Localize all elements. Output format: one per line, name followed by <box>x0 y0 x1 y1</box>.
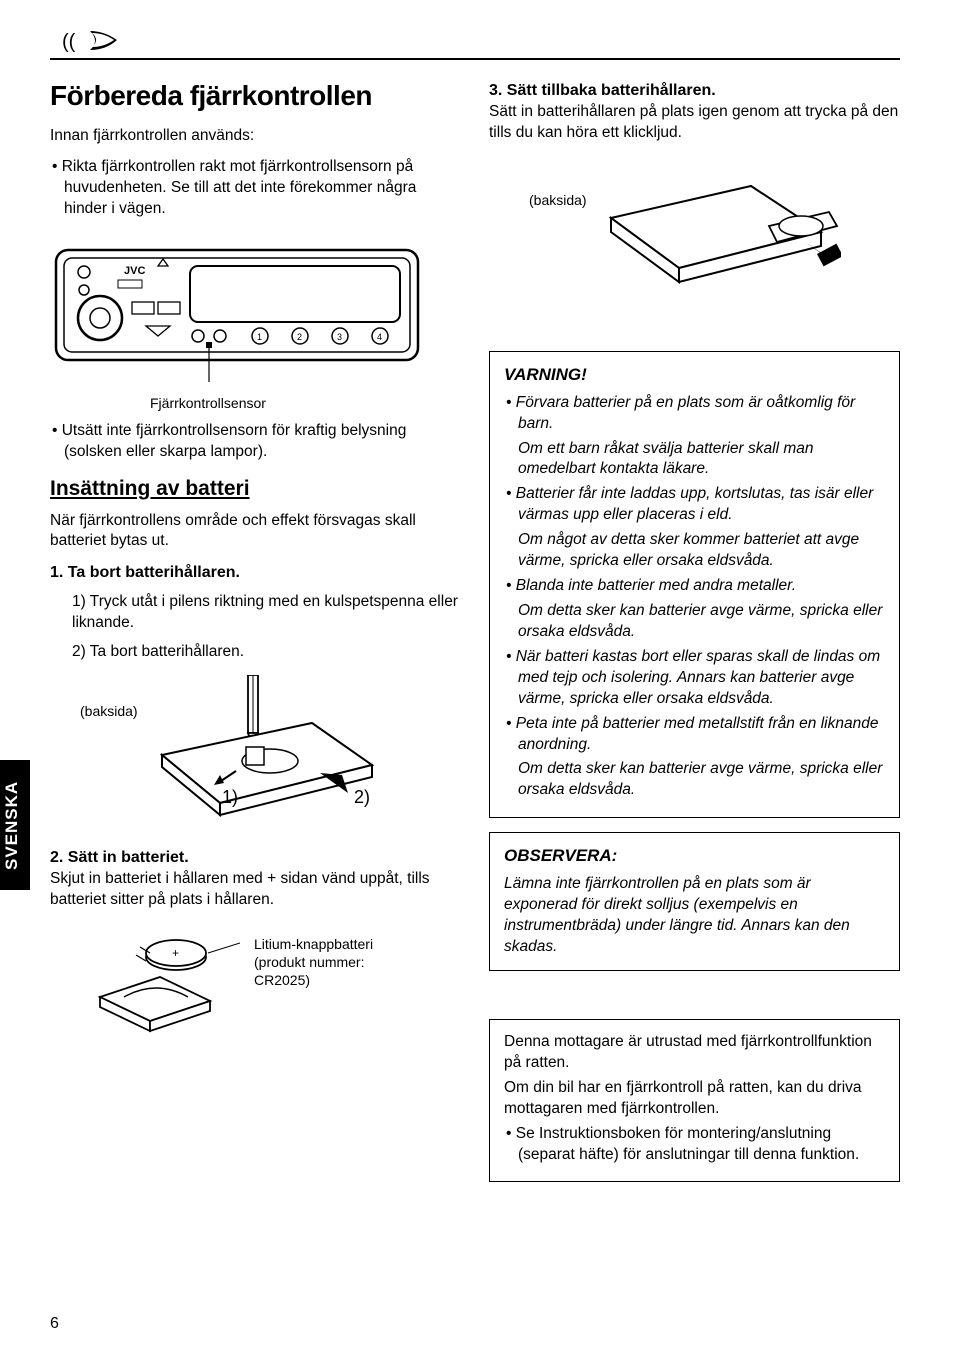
intro-text: Innan fjärrkontrollen används: <box>50 126 461 147</box>
wave-icon: (( <box>62 28 132 59</box>
warning-title: VARNING! <box>504 364 885 387</box>
sensor-caption: Fjärrkontrollsensor <box>50 395 461 411</box>
svg-text:JVC: JVC <box>124 265 145 277</box>
h1-prepare-remote: Förbereda fjärrkontrollen <box>50 80 461 112</box>
step1-line1: 1) Tryck utåt i pilens riktning med en k… <box>50 592 461 634</box>
info-box: Denna mottagare är utrustad med fjärrkon… <box>489 1019 900 1183</box>
warning-box: VARNING! Förvara batterier på en plats s… <box>489 351 900 819</box>
right-column: 3. Sätt tillbaka batterihållaren. Sätt i… <box>489 80 900 1182</box>
step2-bold: 2. Sätt in batteriet. <box>50 849 189 866</box>
replace-holder-diagram <box>601 156 841 321</box>
observe-box: OBSERVERA: Lämna inte fjärrkontrollen på… <box>489 832 900 971</box>
step1-line2: 2) Ta bort batterihållaren. <box>50 642 461 663</box>
step3-text: Sätt in batterihållaren på plats igen ge… <box>489 103 898 141</box>
svg-text:2: 2 <box>297 332 302 342</box>
warn-b3s: Om detta sker kan batterier avge värme, … <box>504 601 885 643</box>
baksida-label-1: (baksida) <box>80 703 138 719</box>
info-line2: Om din bil har en fjärrkontroll på ratte… <box>504 1078 885 1120</box>
step3: 3. Sätt tillbaka batterihållaren. Sätt i… <box>489 80 900 144</box>
svg-text:1: 1 <box>257 332 262 342</box>
observe-text: Lämna inte fjärrkontrollen på en plats s… <box>504 874 885 958</box>
svg-text:4: 4 <box>377 332 382 342</box>
fig-label-2: 2) <box>354 787 370 807</box>
sensor-bullet: Utsätt inte fjärrkontrollsensorn för kra… <box>50 421 461 463</box>
fig-label-1: 1) <box>222 787 238 807</box>
remove-holder-diagram: 1) 2) <box>152 675 382 835</box>
language-tab: SVENSKA <box>0 760 30 890</box>
baksida-label-2: (baksida) <box>529 192 587 208</box>
battery-insert-diagram: + <box>80 927 240 1042</box>
warn-b5s: Om detta sker kan batterier avge värme, … <box>504 759 885 801</box>
warn-b3: Blanda inte batterier med andra metaller… <box>504 576 885 597</box>
svg-text:+: + <box>172 946 179 960</box>
warn-b2: Batterier får inte laddas upp, kortsluta… <box>504 484 885 526</box>
info-bullet: Se Instruktionsboken för montering/anslu… <box>504 1124 885 1166</box>
h2-intro: När fjärrkontrollens område och effekt f… <box>50 511 461 553</box>
h2-insert-battery: Insättning av batteri <box>50 477 461 501</box>
step2-text: Skjut in batteriet i hållaren med + sida… <box>50 870 430 908</box>
step3-bold: 3. Sätt tillbaka batterihållaren. <box>489 82 716 99</box>
svg-text:((: (( <box>62 31 76 53</box>
warn-b5: Peta inte på batterier med metallstift f… <box>504 714 885 756</box>
stereo-diagram: JVC 1 2 <box>50 244 461 389</box>
warn-b1s: Om ett barn råkat svälja batterier skall… <box>504 439 885 481</box>
top-rule <box>50 58 900 60</box>
warn-b4: När batteri kastas bort eller sparas ska… <box>504 647 885 710</box>
page-number: 6 <box>50 1315 59 1333</box>
observe-title: OBSERVERA: <box>504 845 885 868</box>
step1: 1. Ta bort batterihållaren. <box>50 562 461 584</box>
warn-b2s: Om något av detta sker kommer batteriet … <box>504 530 885 572</box>
warn-b1: Förvara batterier på en plats som är oåt… <box>504 393 885 435</box>
step2: 2. Sätt in batteriet. Skjut in batteriet… <box>50 847 461 911</box>
svg-text:3: 3 <box>337 332 342 342</box>
intro-bullet: Rikta fjärrkontrollen rakt mot fjärrkont… <box>50 157 461 220</box>
info-line1: Denna mottagare är utrustad med fjärrkon… <box>504 1032 885 1074</box>
battery-caption: Litium-knappbatteri (produkt nummer: CR2… <box>254 935 373 990</box>
left-column: Förbereda fjärrkontrollen Innan fjärrkon… <box>50 80 461 1182</box>
step1-bold: 1. Ta bort batterihållaren. <box>50 564 240 581</box>
